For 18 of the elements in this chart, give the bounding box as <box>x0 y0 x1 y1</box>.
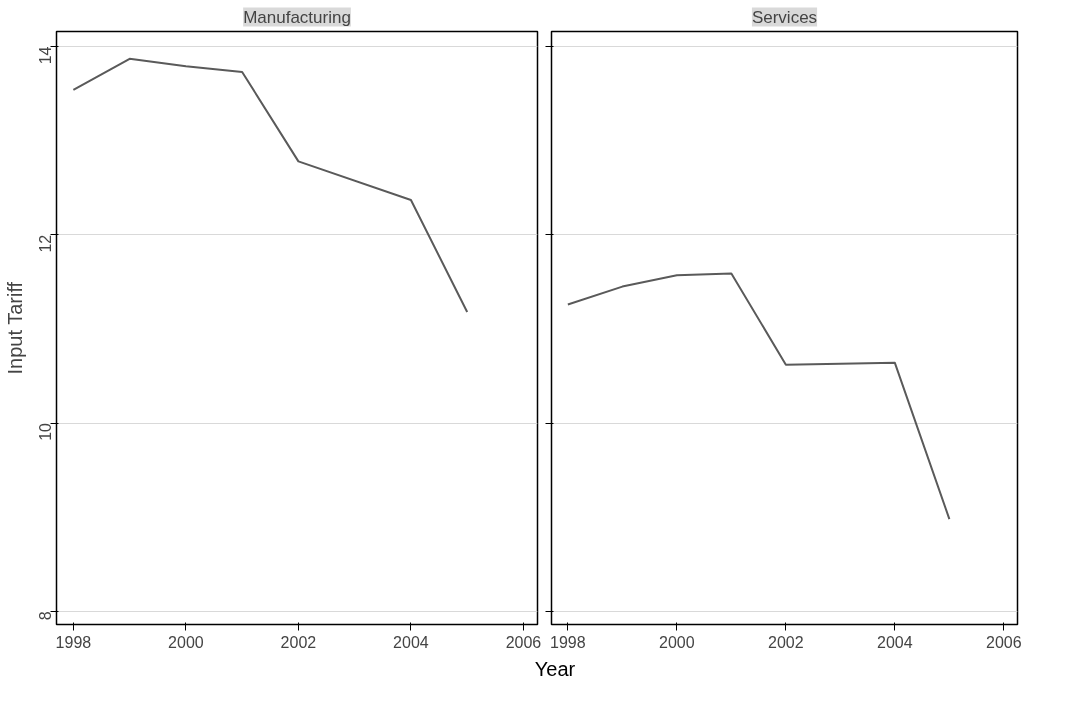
chart-title: Manufacturing <box>243 7 351 27</box>
x-tick-label: 2000 <box>659 633 695 651</box>
y-tick-label: 8 <box>37 611 55 621</box>
x-axis-title: Year <box>534 657 576 682</box>
x-tick-label: 2006 <box>505 633 542 651</box>
x-tick-label: 2004 <box>877 633 913 651</box>
y-tick-label: 12 <box>37 234 55 253</box>
x-tick-label: 2002 <box>280 633 317 651</box>
y-axis-title: Input Tariff <box>3 281 26 375</box>
x-tick-label: 2002 <box>768 633 804 651</box>
x-tick-label: 1998 <box>55 633 92 651</box>
chart-title: Services <box>751 7 818 27</box>
x-tick-label: 2004 <box>393 633 429 651</box>
x-tick-label: 1998 <box>550 633 586 651</box>
y-tick-label: 10 <box>37 422 55 441</box>
x-tick-label: 2000 <box>168 633 204 651</box>
y-tick-label: 14 <box>37 46 55 65</box>
x-tick-label: 2006 <box>986 633 1022 651</box>
